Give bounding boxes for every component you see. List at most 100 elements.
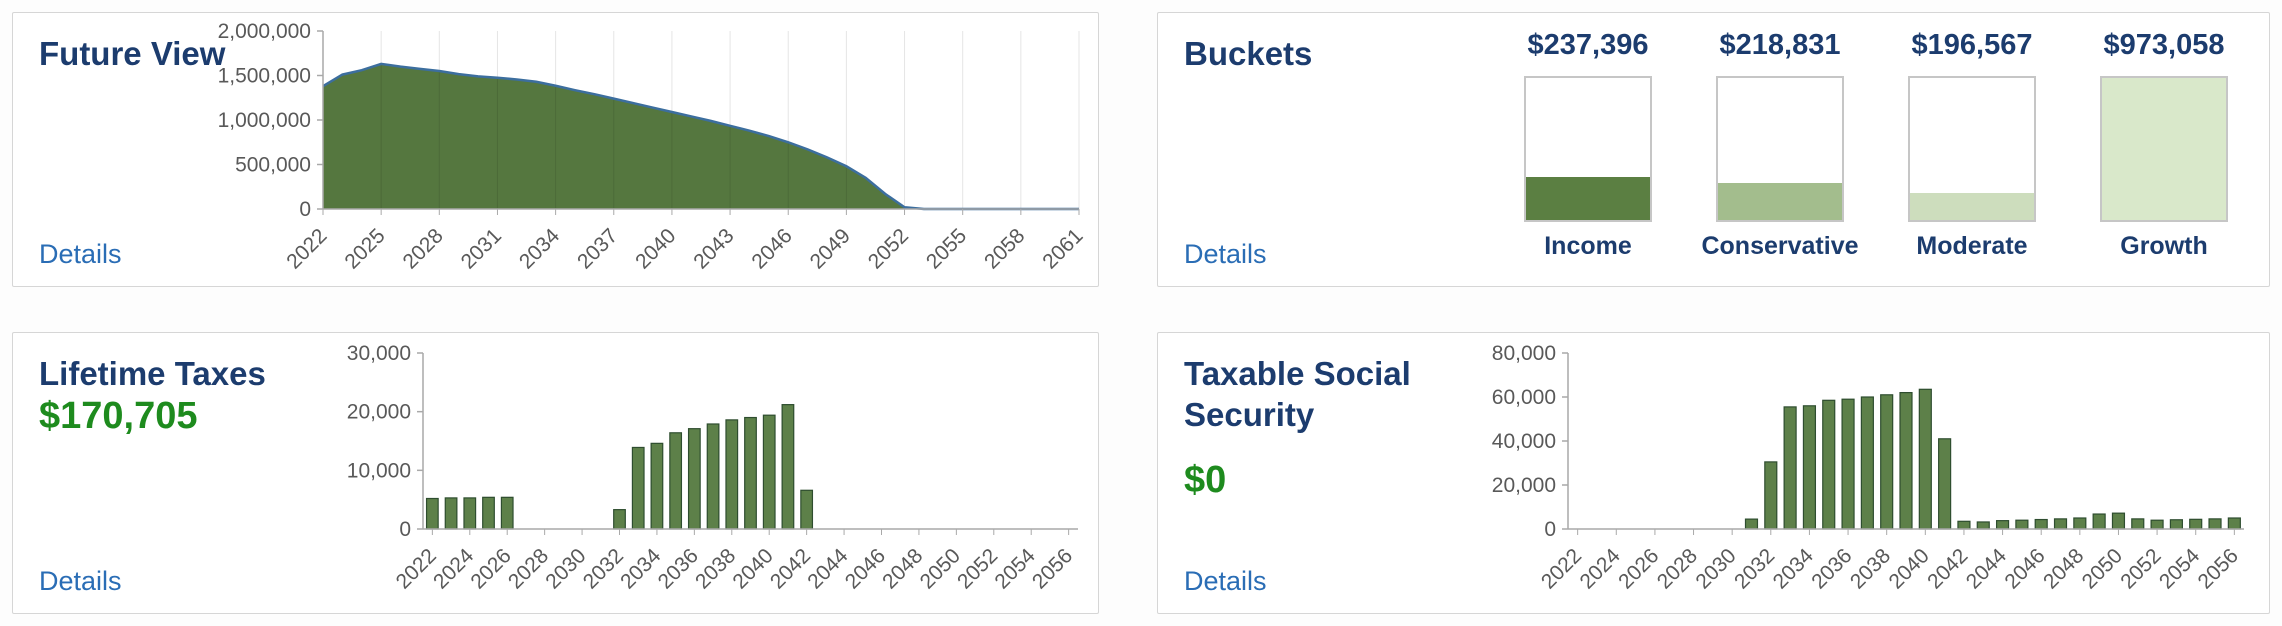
svg-text:2056: 2056 — [1028, 544, 1077, 593]
buckets-details-link[interactable]: Details — [1184, 239, 1267, 269]
lifetime-taxes-chart: 010,00020,00030,000202220242026202820302… — [347, 342, 1078, 594]
bucket-amount: $237,396 — [1527, 29, 1649, 61]
bucket-box — [2100, 76, 2228, 222]
svg-text:2034: 2034 — [515, 224, 565, 274]
bucket-box — [1524, 76, 1652, 222]
svg-text:2024: 2024 — [1576, 544, 1626, 594]
taxable-social-security-title: Taxable Social Security — [1184, 355, 1411, 434]
bucket-amount: $218,831 — [1719, 29, 1841, 61]
svg-text:2030: 2030 — [541, 544, 590, 593]
svg-text:2054: 2054 — [990, 544, 1040, 594]
svg-text:2056: 2056 — [2194, 544, 2243, 593]
svg-text:500,000: 500,000 — [235, 154, 311, 177]
svg-text:2022: 2022 — [392, 544, 441, 593]
bucket-label: Income — [1544, 232, 1632, 260]
svg-text:0: 0 — [399, 518, 411, 541]
svg-text:2042: 2042 — [766, 544, 815, 593]
svg-text:2022: 2022 — [1537, 544, 1586, 593]
taxable-social-security-amount: $0 — [1184, 459, 1227, 501]
svg-text:2037: 2037 — [573, 224, 622, 273]
svg-text:2046: 2046 — [2000, 544, 2049, 593]
buckets-title: Buckets — [1184, 35, 1313, 72]
svg-text:2050: 2050 — [2078, 544, 2127, 593]
svg-text:2028: 2028 — [504, 544, 553, 593]
svg-text:2044: 2044 — [1962, 544, 2012, 594]
svg-text:2034: 2034 — [1769, 544, 1819, 594]
svg-text:2031: 2031 — [457, 224, 506, 273]
bucket-fill — [1718, 183, 1842, 220]
svg-text:2038: 2038 — [1846, 544, 1895, 593]
svg-text:2025: 2025 — [340, 224, 389, 273]
svg-text:2061: 2061 — [1038, 224, 1087, 273]
svg-text:2040: 2040 — [631, 224, 680, 273]
svg-text:2026: 2026 — [1614, 544, 1663, 593]
svg-text:2052: 2052 — [864, 224, 913, 273]
svg-text:2044: 2044 — [803, 544, 853, 594]
svg-text:10,000: 10,000 — [347, 459, 411, 482]
svg-text:2038: 2038 — [691, 544, 740, 593]
svg-text:2058: 2058 — [980, 224, 1029, 273]
svg-text:2052: 2052 — [2116, 544, 2165, 593]
bucket-item-income: $237,396 Income — [1509, 29, 1667, 261]
bucket-item-conservative: $218,831 Conservative — [1701, 29, 1859, 261]
svg-text:2028: 2028 — [1653, 544, 1702, 593]
svg-text:2030: 2030 — [1691, 544, 1740, 593]
bucket-fill — [1526, 177, 1650, 220]
taxable-social-security-details-link[interactable]: Details — [1184, 566, 1267, 596]
svg-text:80,000: 80,000 — [1492, 342, 1556, 365]
svg-text:2046: 2046 — [841, 544, 890, 593]
lifetime-taxes-amount: $170,705 — [39, 395, 198, 437]
svg-text:2043: 2043 — [689, 224, 738, 273]
svg-text:2054: 2054 — [2155, 544, 2205, 594]
svg-text:0: 0 — [299, 198, 311, 221]
svg-text:20,000: 20,000 — [347, 401, 411, 424]
bucket-item-moderate: $196,567 Moderate — [1893, 29, 2051, 261]
svg-text:2034: 2034 — [616, 544, 666, 594]
buckets-row: $237,396 Income $218,831 Conservative $1… — [1509, 29, 2243, 261]
svg-text:2055: 2055 — [922, 224, 971, 273]
future-view-title: Future View — [39, 35, 226, 72]
svg-text:1,000,000: 1,000,000 — [218, 109, 311, 132]
bucket-item-growth: $973,058 Growth — [2085, 29, 2243, 261]
svg-text:2032: 2032 — [1730, 544, 1779, 593]
bucket-amount: $973,058 — [2103, 29, 2225, 61]
svg-text:2040: 2040 — [1885, 544, 1934, 593]
bucket-amount: $196,567 — [1911, 29, 2033, 61]
svg-text:2024: 2024 — [429, 544, 479, 594]
bucket-fill — [1910, 193, 2034, 220]
svg-text:2046: 2046 — [747, 224, 796, 273]
svg-text:2028: 2028 — [399, 224, 448, 273]
svg-text:60,000: 60,000 — [1492, 386, 1556, 409]
svg-text:2022: 2022 — [282, 224, 331, 273]
svg-text:2042: 2042 — [1923, 544, 1972, 593]
svg-text:2026: 2026 — [466, 544, 515, 593]
bucket-label: Conservative — [1701, 232, 1859, 260]
svg-text:1,500,000: 1,500,000 — [218, 65, 311, 88]
bucket-label: Moderate — [1916, 232, 2028, 260]
svg-text:2050: 2050 — [916, 544, 965, 593]
svg-text:0: 0 — [1544, 518, 1556, 541]
bucket-fill — [2102, 78, 2226, 220]
svg-text:2049: 2049 — [806, 224, 855, 273]
svg-text:2032: 2032 — [579, 544, 628, 593]
svg-text:2040: 2040 — [728, 544, 777, 593]
bucket-label: Growth — [2120, 232, 2208, 260]
taxable-social-security-chart: 0 20,000 40,000 60,000 80,000 202220242026202… — [1492, 342, 2244, 594]
future-view-panel: Future View 0 500,000 1,000,000 1,500,000 2,… — [12, 12, 1099, 287]
bucket-box — [1908, 76, 2036, 222]
taxable-social-security-panel: Taxable Social Security $0 0 20,000 40,000… — [1157, 332, 2270, 614]
future-view-details-link[interactable]: Details — [39, 239, 122, 269]
bucket-box — [1716, 76, 1844, 222]
lifetime-taxes-details-link[interactable]: Details — [39, 566, 122, 596]
svg-text:2036: 2036 — [1807, 544, 1856, 593]
svg-text:2048: 2048 — [878, 544, 927, 593]
svg-text:40,000: 40,000 — [1492, 430, 1556, 453]
svg-text:2,000,000: 2,000,000 — [218, 20, 311, 43]
svg-text:2036: 2036 — [654, 544, 703, 593]
buckets-panel: Buckets $237,396 Income $218,831 Conserv… — [1157, 12, 2270, 287]
svg-text:20,000: 20,000 — [1492, 474, 1556, 497]
lifetime-taxes-title: Lifetime Taxes — [39, 355, 266, 392]
svg-text:30,000: 30,000 — [347, 342, 411, 365]
svg-text:2048: 2048 — [2039, 544, 2088, 593]
